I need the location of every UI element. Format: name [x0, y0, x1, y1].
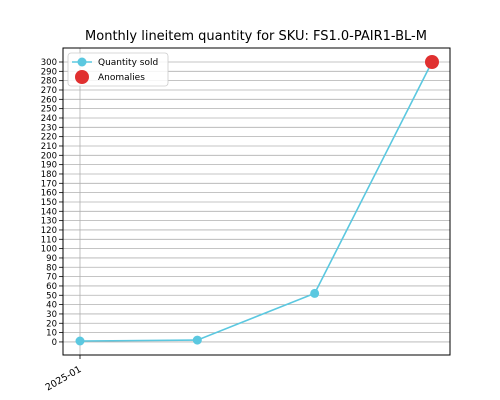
grid-lines — [63, 48, 450, 355]
legend: Quantity sold Anomalies — [67, 52, 169, 87]
y-tick-label: 30 — [46, 310, 57, 320]
y-tick-label: 0 — [52, 338, 57, 348]
series-line — [79, 61, 433, 342]
legend-box — [67, 52, 169, 87]
y-tick-label: 110 — [41, 235, 57, 245]
y-tick-label: 220 — [41, 133, 57, 143]
anomaly-point — [425, 54, 439, 69]
anomaly-layer — [425, 54, 439, 69]
y-tick-label: 10 — [46, 329, 57, 339]
x-axis-ticks: 2025-01 — [44, 355, 84, 393]
y-tick-label: 260 — [41, 95, 57, 105]
legend-label: Anomalies — [98, 73, 145, 83]
data-point — [75, 336, 85, 346]
y-tick-label: 50 — [46, 291, 57, 301]
y-tick-label: 190 — [41, 161, 57, 171]
y-tick-label: 80 — [46, 263, 57, 273]
data-point — [192, 335, 202, 345]
y-tick-label: 120 — [41, 226, 57, 236]
y-tick-label: 290 — [41, 67, 57, 77]
data-point — [310, 288, 320, 298]
y-tick-label: 270 — [41, 86, 57, 96]
y-axis-ticks: 0102030405060708090100110120130140150160… — [41, 58, 63, 348]
legend-anomaly-swatch — [75, 70, 89, 84]
y-tick-label: 300 — [41, 58, 57, 68]
chart-title: Monthly lineitem quantity for SKU: FS1.0… — [85, 29, 427, 44]
series-layer — [75, 57, 437, 346]
y-tick-label: 20 — [46, 319, 57, 329]
y-tick-label: 60 — [46, 282, 57, 292]
y-tick-label: 240 — [41, 114, 57, 124]
y-tick-label: 150 — [41, 198, 57, 208]
legend-label: Quantity sold — [98, 58, 158, 68]
y-tick-label: 230 — [41, 123, 57, 133]
y-tick-label: 210 — [41, 142, 57, 152]
y-tick-label: 90 — [46, 254, 57, 264]
y-tick-label: 130 — [41, 217, 57, 227]
y-tick-label: 170 — [41, 179, 57, 189]
y-tick-label: 100 — [41, 245, 57, 255]
y-tick-label: 160 — [41, 189, 57, 199]
y-tick-label: 280 — [41, 77, 57, 87]
y-tick-label: 250 — [41, 105, 57, 115]
x-tick-label: 2025-01 — [44, 364, 84, 393]
y-tick-label: 140 — [41, 207, 57, 217]
y-tick-label: 180 — [41, 170, 57, 180]
legend-marker-swatch — [77, 57, 87, 67]
y-tick-label: 40 — [46, 301, 57, 311]
y-tick-label: 70 — [46, 273, 57, 283]
plot-frame — [62, 47, 451, 356]
y-tick-label: 200 — [41, 151, 57, 161]
